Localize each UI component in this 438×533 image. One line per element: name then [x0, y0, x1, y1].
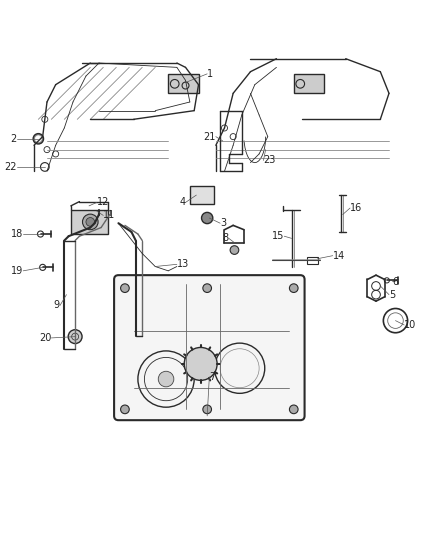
Circle shape: [86, 217, 95, 226]
Text: 2: 2: [11, 134, 17, 144]
Text: 5: 5: [389, 289, 395, 300]
Circle shape: [203, 405, 212, 414]
Text: 13: 13: [177, 260, 189, 269]
Text: 21: 21: [204, 132, 216, 142]
Text: 16: 16: [350, 203, 362, 213]
Circle shape: [158, 372, 174, 387]
Text: 10: 10: [404, 320, 417, 330]
Text: 9: 9: [54, 301, 60, 310]
Text: 23: 23: [263, 156, 276, 165]
Text: 20: 20: [39, 333, 51, 343]
Bar: [294, 74, 324, 93]
Circle shape: [230, 246, 239, 254]
Circle shape: [33, 134, 43, 144]
Text: 6: 6: [392, 277, 399, 287]
Circle shape: [35, 136, 41, 142]
Text: 15: 15: [272, 231, 284, 241]
Text: 11: 11: [103, 211, 116, 221]
Text: 4: 4: [180, 197, 186, 207]
Bar: [307, 256, 318, 264]
Circle shape: [201, 212, 213, 224]
Circle shape: [120, 405, 129, 414]
Text: 1: 1: [207, 69, 213, 79]
Circle shape: [203, 284, 212, 293]
Text: 18: 18: [11, 229, 23, 239]
Text: 3: 3: [220, 218, 226, 228]
Text: 7: 7: [209, 372, 215, 382]
Bar: [168, 74, 198, 93]
Text: 14: 14: [333, 251, 345, 261]
Text: 22: 22: [4, 162, 17, 172]
Circle shape: [290, 405, 298, 414]
Text: 12: 12: [97, 197, 109, 207]
Circle shape: [290, 284, 298, 293]
Text: 19: 19: [11, 266, 23, 276]
Circle shape: [82, 214, 98, 230]
Bar: [190, 187, 214, 204]
Circle shape: [68, 330, 82, 344]
Text: 8: 8: [223, 233, 229, 244]
Circle shape: [120, 284, 129, 293]
Bar: [71, 210, 108, 234]
FancyBboxPatch shape: [114, 275, 304, 420]
Circle shape: [184, 348, 217, 381]
